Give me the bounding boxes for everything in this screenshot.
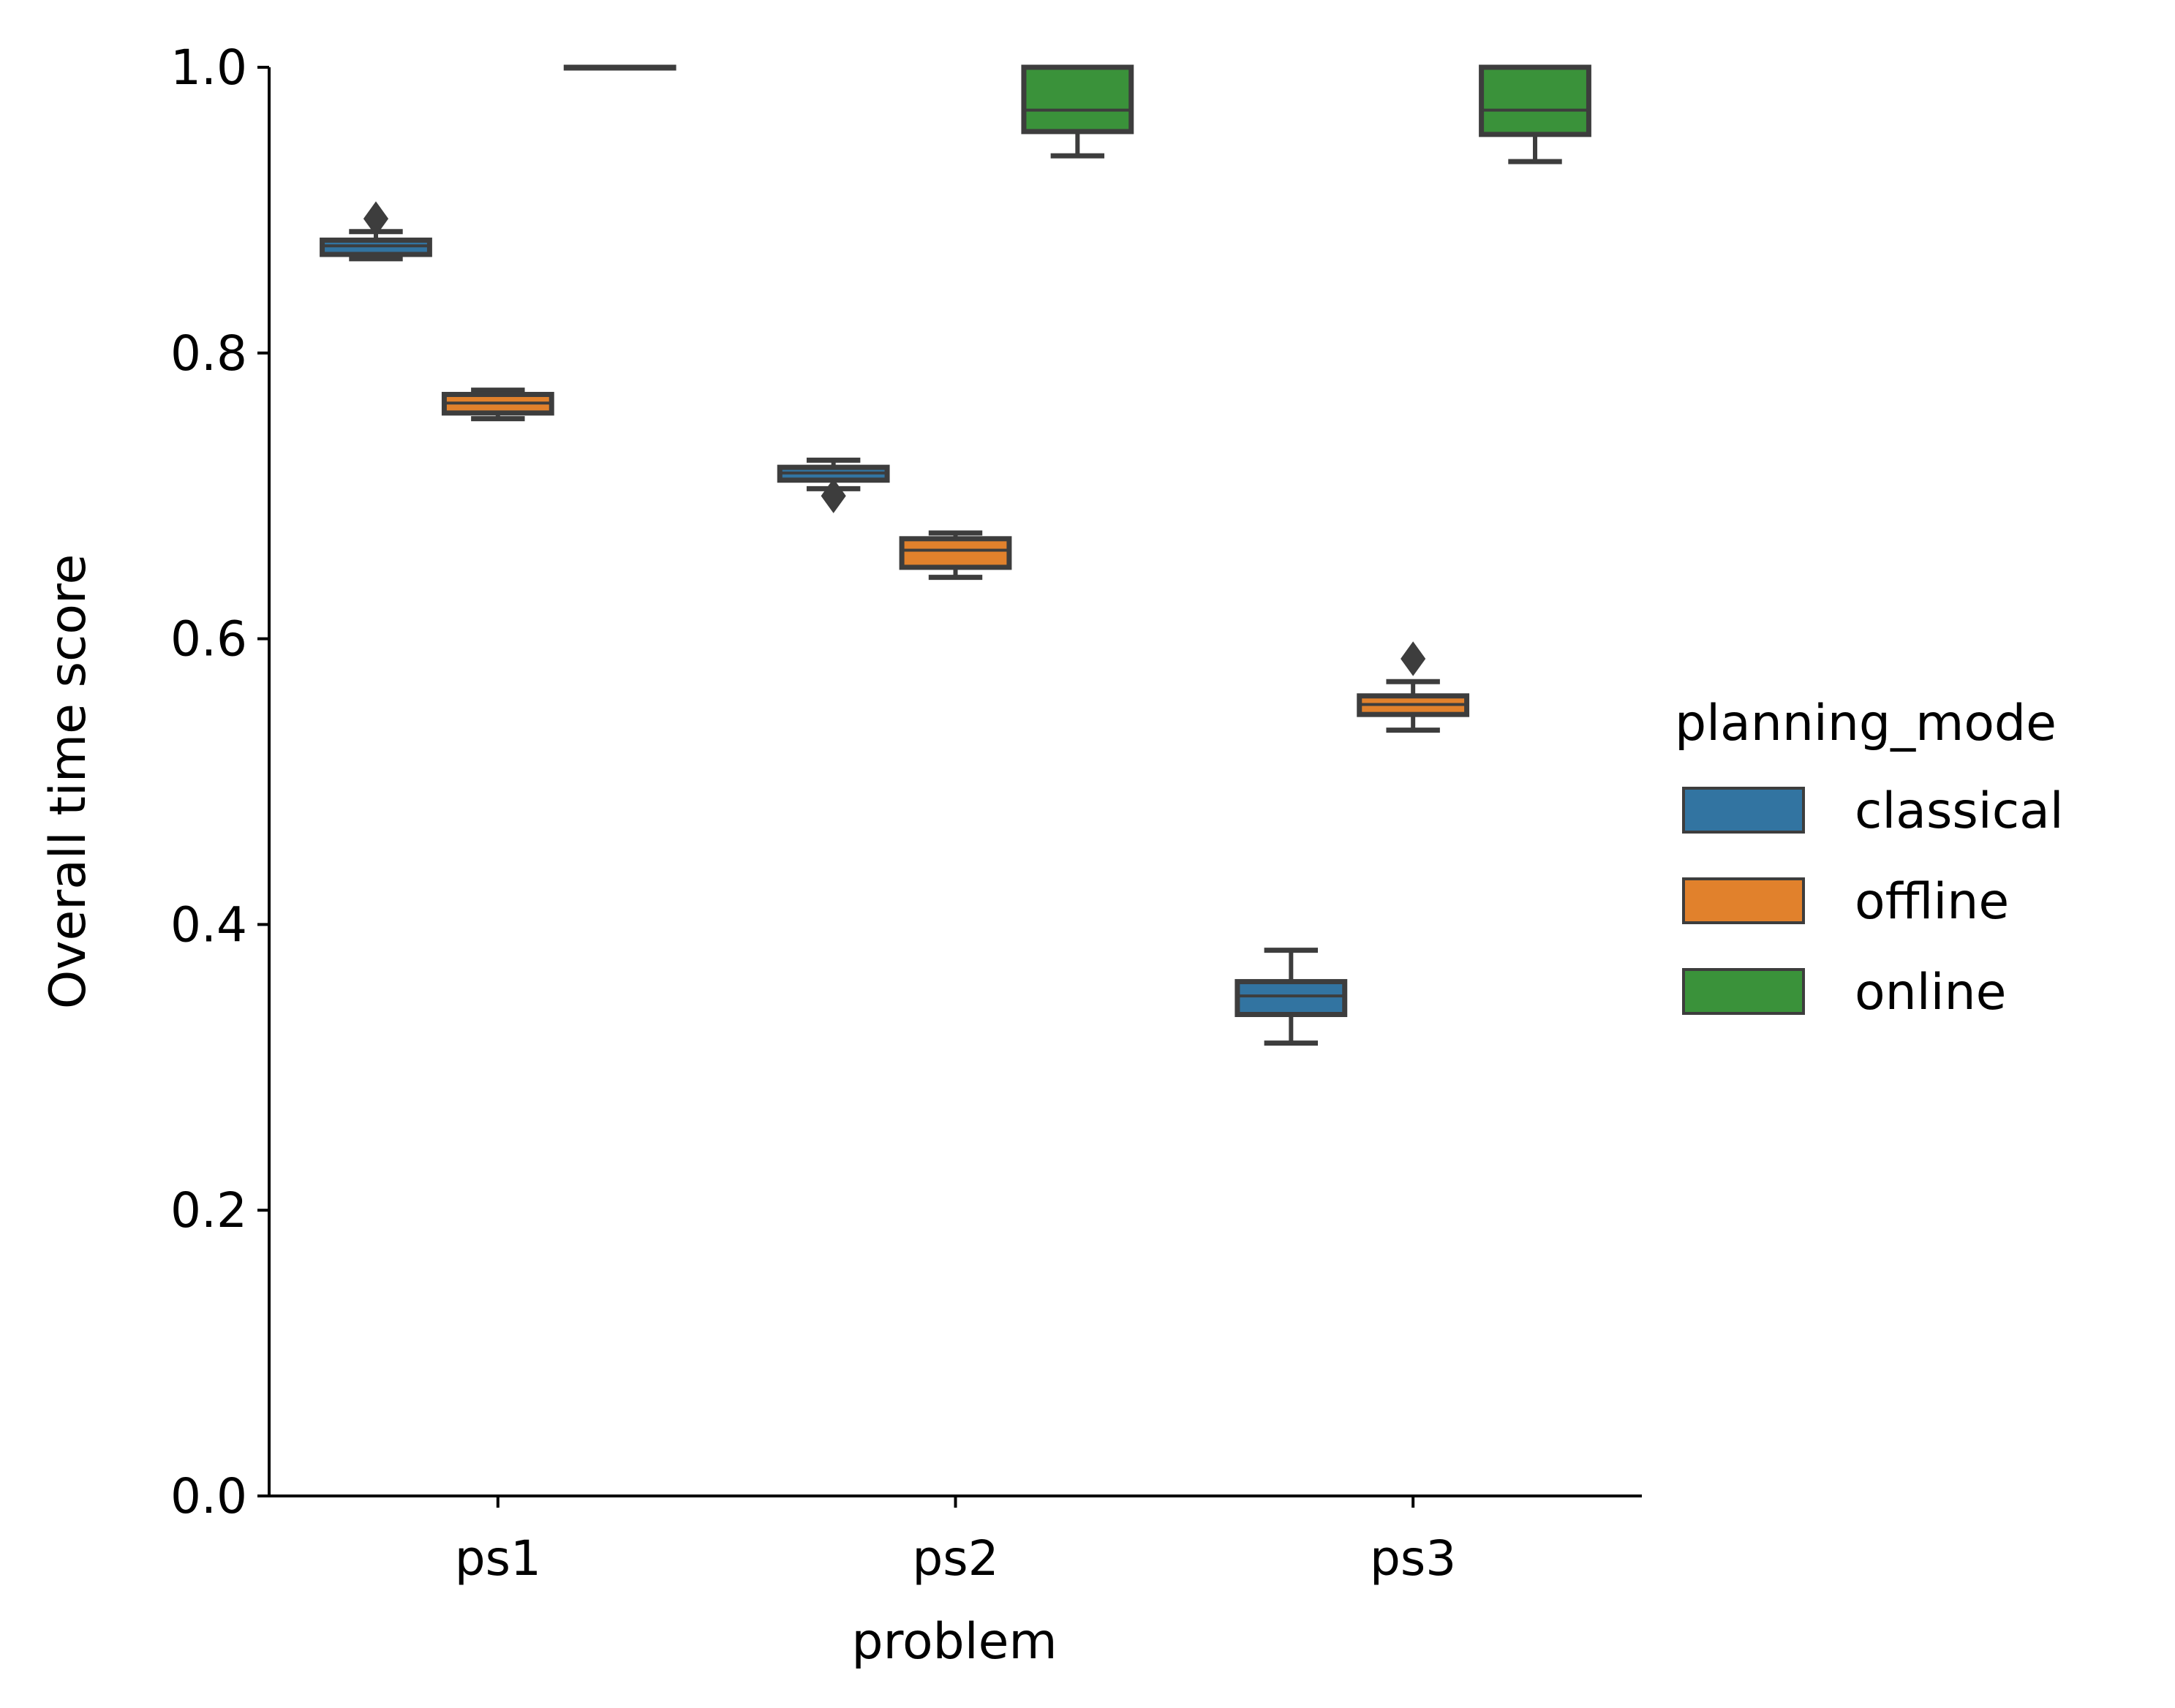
x-tick-label: ps1 (455, 1530, 541, 1587)
box-offline-ps3 (1357, 641, 1470, 733)
legend-label: online (1855, 964, 2006, 1021)
box-offline-ps1 (441, 388, 554, 422)
outlier-point (821, 478, 846, 513)
box-classical-ps1 (320, 201, 432, 262)
x-axis: ps1 ps2 ps3 (269, 1494, 1642, 1587)
legend-swatch (1682, 877, 1805, 924)
legend-label: offline (1855, 873, 2009, 931)
legend-item-offline: offline (1682, 873, 2009, 931)
plot-area (320, 64, 1591, 1046)
box-online-ps3 (1479, 64, 1591, 165)
box-classical-ps2 (777, 457, 890, 513)
box-classical-ps3 (1234, 948, 1348, 1046)
legend-item-classical: classical (1682, 782, 2064, 840)
box-body (1234, 979, 1348, 1018)
box-online-ps1 (563, 64, 676, 71)
y-tick-label: 0.2 (170, 1182, 247, 1239)
y-tick-label: 0.8 (170, 325, 247, 382)
y-axis-title: Overall time score (39, 554, 97, 1010)
x-tick-label: ps3 (1370, 1530, 1456, 1587)
y-tick-label: 0.6 (170, 611, 247, 668)
y-axis: 0.0 0.2 0.4 0.6 0.8 1.0 (170, 39, 271, 1524)
outlier-point (363, 201, 389, 236)
legend-label: classical (1855, 782, 2064, 840)
y-tick-label: 0.4 (170, 896, 247, 953)
box-body (1479, 64, 1591, 137)
x-tick-label: ps2 (912, 1530, 998, 1587)
y-tick-label: 1.0 (170, 39, 247, 96)
legend-swatch (1682, 968, 1805, 1015)
legend-title: planning_mode (1675, 695, 2057, 752)
legend-swatch (1682, 787, 1805, 834)
legend-item-online: online (1682, 964, 2006, 1021)
box-online-ps2 (1021, 64, 1134, 159)
outlier-point (1401, 641, 1426, 676)
legend: planning_mode classical offline online (1675, 695, 2064, 1021)
y-tick-label: 0.0 (170, 1468, 247, 1524)
x-axis-title: problem (851, 1613, 1057, 1671)
box-offline-ps2 (899, 530, 1012, 581)
box-body (1021, 64, 1134, 135)
box-body (899, 536, 1012, 570)
